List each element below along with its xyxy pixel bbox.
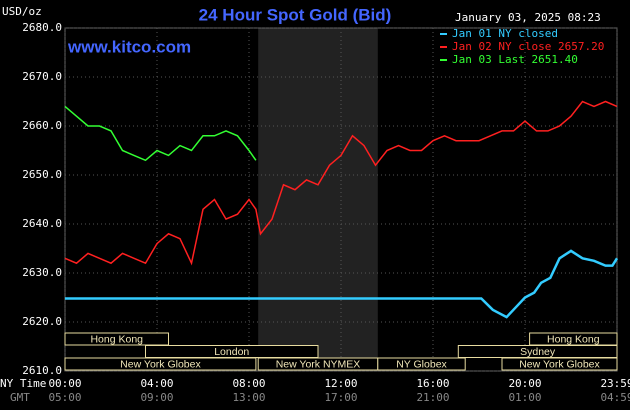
x2-axis-label: GMT <box>10 391 30 404</box>
session-box <box>501 357 618 371</box>
x-tick-label: 00:00 <box>48 377 81 390</box>
x-tick-label: 12:00 <box>324 377 357 390</box>
series-line <box>64 100 618 266</box>
x-axis-label: NY Time <box>0 377 46 390</box>
watermark: www.kitco.com <box>67 37 191 56</box>
y-tick-label: 2620.0 <box>22 315 62 328</box>
x2-tick-label: 09:00 <box>140 391 173 404</box>
session-label: New York NYMEX <box>276 358 361 370</box>
y-tick-label: 2670.0 <box>22 70 62 83</box>
session-box <box>377 357 466 371</box>
y-tick-label: 2630.0 <box>22 266 62 279</box>
chart-title: 24 Hour Spot Gold (Bid) <box>199 5 392 24</box>
y-tick-label: 2650.0 <box>22 168 62 181</box>
session-label: New York Globex <box>519 358 600 370</box>
x2-tick-label: 13:00 <box>232 391 265 404</box>
session-box <box>64 332 169 346</box>
legend-label: Jan 02 NY close 2657.20 <box>452 40 604 53</box>
session-shade <box>258 28 378 371</box>
session-box <box>529 332 618 346</box>
x2-tick-label: 21:00 <box>416 391 449 404</box>
session-label: London <box>214 346 249 358</box>
session-label: Hong Kong <box>90 333 143 345</box>
y-tick-label: 2610.0 <box>22 364 62 377</box>
x-tick-label: 20:00 <box>508 377 541 390</box>
series-line <box>64 105 257 162</box>
x-tick-label: 23:59 <box>600 377 630 390</box>
x2-tick-label: 04:59 <box>600 391 630 404</box>
session-label: Hong Kong <box>547 333 600 345</box>
session-box <box>64 357 257 371</box>
y-axis-label: USD/oz <box>2 5 42 18</box>
legend-label: Jan 01 NY closed <box>452 27 558 40</box>
x2-tick-label: 01:00 <box>508 391 541 404</box>
legend-label: Jan 03 Last 2651.40 <box>452 53 578 66</box>
x2-tick-label: 05:00 <box>48 391 81 404</box>
x-tick-label: 08:00 <box>232 377 265 390</box>
session-label: Sydney <box>520 346 556 358</box>
session-label: New York Globex <box>120 358 201 370</box>
x-tick-label: 16:00 <box>416 377 449 390</box>
y-tick-label: 2660.0 <box>22 119 62 132</box>
y-tick-label: 2640.0 <box>22 217 62 230</box>
date: January 03, 2025 08:23 <box>455 11 601 24</box>
series-line <box>65 249 619 319</box>
x2-tick-label: 17:00 <box>324 391 357 404</box>
y-tick-label: 2680.0 <box>22 21 62 34</box>
x-tick-label: 04:00 <box>140 377 173 390</box>
session-label: NY Globex <box>396 358 447 370</box>
